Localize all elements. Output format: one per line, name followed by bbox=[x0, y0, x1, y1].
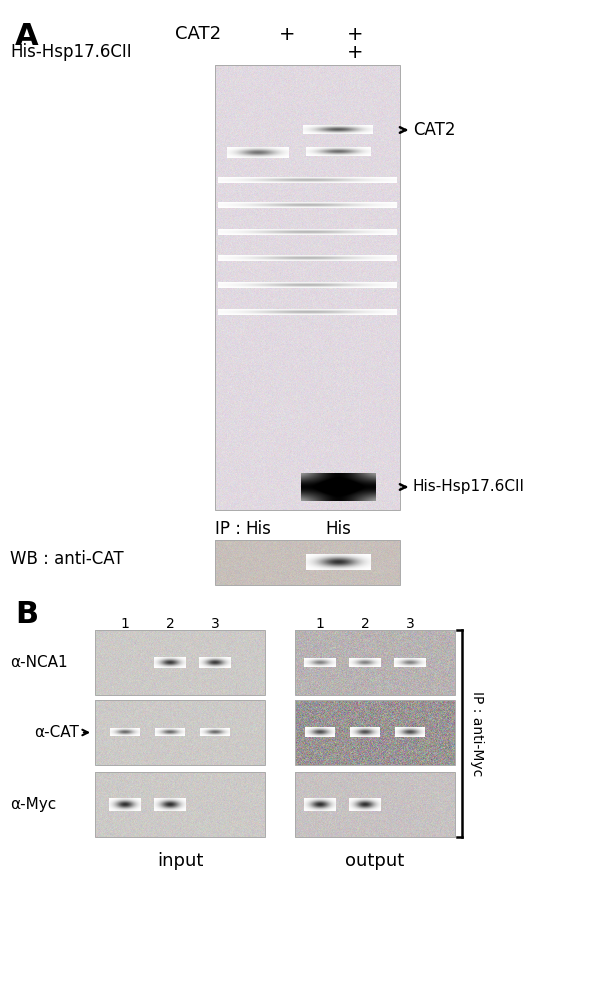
Text: α-CAT: α-CAT bbox=[34, 725, 79, 740]
Text: IP : anti-Myc: IP : anti-Myc bbox=[470, 691, 484, 776]
Text: 2: 2 bbox=[361, 617, 370, 631]
Text: CAT2: CAT2 bbox=[413, 121, 455, 139]
Text: +: + bbox=[347, 25, 363, 44]
Text: 3: 3 bbox=[406, 617, 415, 631]
Bar bbox=[295, 772, 455, 837]
Text: 3: 3 bbox=[211, 617, 220, 631]
Text: A: A bbox=[15, 22, 38, 51]
Text: α-NCA1: α-NCA1 bbox=[10, 655, 68, 670]
Bar bbox=[215, 540, 400, 585]
Text: input: input bbox=[157, 852, 203, 870]
Text: His: His bbox=[245, 520, 271, 538]
Bar bbox=[95, 772, 265, 837]
Bar bbox=[95, 700, 265, 765]
Text: WB : anti-CAT: WB : anti-CAT bbox=[10, 550, 124, 568]
Text: 2: 2 bbox=[166, 617, 175, 631]
Text: +: + bbox=[279, 25, 295, 44]
Bar bbox=[295, 630, 455, 695]
Text: 1: 1 bbox=[316, 617, 325, 631]
Text: His: His bbox=[325, 520, 351, 538]
Bar bbox=[95, 630, 265, 695]
Text: His-Hsp17.6CII: His-Hsp17.6CII bbox=[10, 43, 131, 61]
Bar bbox=[295, 700, 455, 765]
Text: B: B bbox=[15, 600, 38, 629]
Text: CAT2: CAT2 bbox=[175, 25, 221, 43]
Bar bbox=[215, 65, 400, 510]
Text: output: output bbox=[346, 852, 404, 870]
Text: +: + bbox=[347, 43, 363, 62]
Text: 1: 1 bbox=[121, 617, 130, 631]
Text: His-Hsp17.6CII: His-Hsp17.6CII bbox=[413, 480, 525, 494]
Text: α-Myc: α-Myc bbox=[10, 797, 56, 812]
Text: IP :: IP : bbox=[215, 520, 241, 538]
